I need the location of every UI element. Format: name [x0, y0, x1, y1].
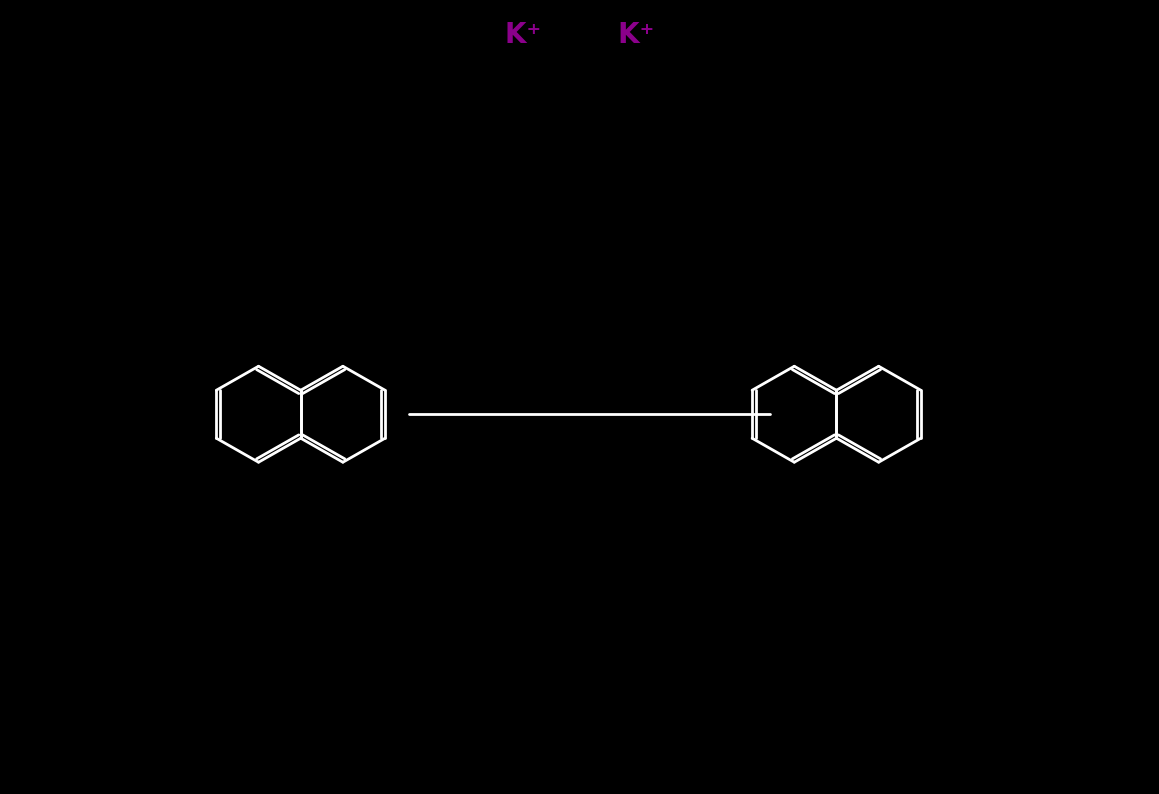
Text: K⁺        K⁺: K⁺ K⁺	[505, 21, 655, 49]
